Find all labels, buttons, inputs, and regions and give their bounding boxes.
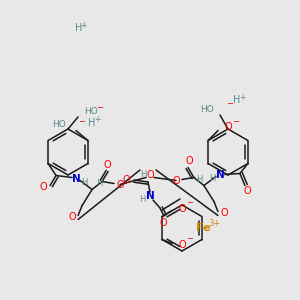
Text: H: H	[139, 196, 145, 205]
Text: +: +	[80, 20, 86, 29]
Text: H: H	[196, 175, 202, 184]
Text: +: +	[239, 93, 245, 102]
Text: O: O	[116, 179, 124, 190]
Text: H: H	[140, 170, 146, 179]
Text: O: O	[172, 176, 180, 185]
Text: O: O	[146, 169, 154, 179]
Text: −: −	[78, 117, 85, 126]
Text: Fe: Fe	[196, 223, 211, 233]
Text: −: −	[232, 118, 239, 127]
Text: O: O	[224, 122, 232, 133]
Text: N: N	[72, 175, 80, 184]
Text: HO: HO	[52, 120, 66, 129]
Text: N: N	[215, 170, 224, 181]
Text: N: N	[146, 191, 154, 201]
Text: O: O	[39, 182, 47, 193]
Text: 3+: 3+	[208, 220, 220, 229]
Text: −: −	[96, 103, 103, 112]
Text: H: H	[96, 178, 103, 188]
Text: O: O	[122, 175, 130, 185]
Text: H: H	[81, 178, 87, 187]
Text: HO: HO	[84, 106, 98, 116]
Text: H: H	[233, 95, 240, 105]
Text: −: −	[186, 199, 193, 208]
Text: +: +	[94, 116, 101, 124]
Text: O: O	[178, 239, 186, 250]
Text: −: −	[226, 99, 233, 108]
Text: H: H	[88, 118, 95, 128]
Text: O: O	[185, 155, 193, 166]
Text: O: O	[159, 218, 167, 228]
Text: O: O	[68, 212, 76, 223]
Text: O: O	[220, 208, 228, 218]
Text: O: O	[178, 203, 186, 214]
Text: O: O	[243, 185, 251, 196]
Text: H: H	[209, 174, 215, 183]
Text: HO: HO	[200, 104, 214, 113]
Text: O: O	[103, 160, 111, 170]
Text: H: H	[75, 23, 82, 33]
Text: −: −	[186, 235, 193, 244]
